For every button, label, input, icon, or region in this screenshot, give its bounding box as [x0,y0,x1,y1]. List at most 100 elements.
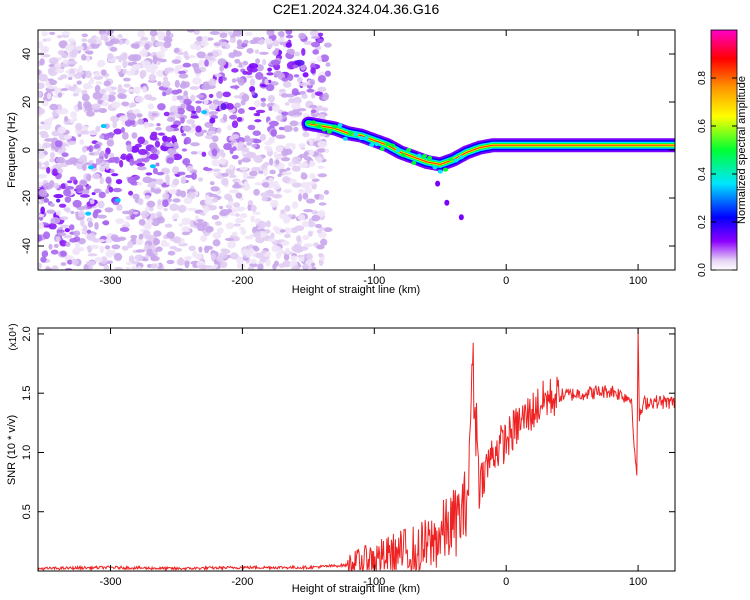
spectrogram-noise-cell [82,163,87,171]
spectrogram-noise-cell [274,227,285,235]
spectrogram-noise-cell [73,236,81,243]
spectrogram-noise-cell [217,58,227,67]
spectrogram-noise-cell [190,43,198,50]
spectrogram-x-label: Height of straight line (km) [292,284,420,296]
spectrogram-ridge-cell [453,158,459,163]
spectrogram-noise-cell [97,99,104,105]
spectrogram-noise-cell [204,225,214,233]
spectrogram-noise-cell [60,183,66,190]
spectrogram-noise-cell [94,84,101,93]
spectrogram-noise-cell [77,105,83,111]
spectrogram-noise-cell [272,263,277,270]
spectrogram-noise-cell [49,203,56,207]
spectrogram-noise-cell [127,176,137,184]
spectrogram-noise-cell [119,115,129,122]
spectrogram-noise-cell [150,67,156,75]
spectrogram-noise-cell [287,110,297,117]
spectrogram-noise-cell [125,266,131,270]
spectrogram-noise-cell [317,173,328,178]
spectrogram-noise-cell [114,266,124,270]
spectrogram-noise-cell [126,88,137,93]
spectrogram-noise-cell [188,245,196,252]
spectrogram-noise-cell [187,30,195,33]
spectrogram-noise-cell [269,169,276,175]
spectrogram-noise-cell [230,134,240,140]
spectrogram-noise-cell [149,212,156,220]
spectrogram-noise-cell [233,181,240,188]
spectrogram-noise-cell [190,151,198,155]
spectrogram-noise-cell [61,53,68,59]
spectrogram-noise-cell [145,172,153,176]
spectrogram-noise-cell [293,74,300,78]
spectrogram-noise-cell [185,174,194,178]
spectrogram-noise-cell [213,172,219,177]
spectrogram-noise-cell [173,141,179,150]
spectrogram-noise-cell [197,177,204,182]
spectrogram-noise-cell [237,141,245,150]
spectrogram-noise-cell [174,67,180,75]
spectrogram-noise-cell [171,109,179,113]
spectrogram-noise-cell [289,120,299,127]
spectrogram-noise-cell [203,55,214,60]
snr-y-label: SNR (10 * v/v) [6,415,18,485]
spectrogram-noise-cell [265,258,271,267]
snr-y-multiplier: (x10⁴) [8,323,19,350]
spectrogram-noise-cell [65,241,71,247]
spectrogram-noise-cell [86,173,92,182]
spectrogram-noise-cell [321,107,329,112]
spectrogram-noise-cell [313,242,319,247]
spectrogram-noise-cell [246,175,256,180]
spectrogram-noise-cell [262,58,267,66]
spectrogram-noise-cell [250,215,256,223]
spectrogram-noise-cell [324,70,331,77]
spectrogram-noise-cell [114,156,120,164]
spectrogram-noise-cell [81,93,90,102]
spectrogram-noise-cell [72,199,82,208]
spectrogram-noise-cell [318,194,325,201]
spectrogram-ridge-cell [443,167,449,172]
spectrogram-noise-cell [189,94,196,102]
spectrogram-noise-cell [104,245,111,250]
spectrogram-noise-cell [69,60,75,65]
spectrogram-ridge-cell [348,131,354,136]
spectrogram-noise-cell [213,42,222,47]
spectrogram-noise-cell [246,151,257,159]
spectrogram-noise-cell [303,156,312,161]
spectrogram-noise-cell [58,229,65,233]
spectrogram-noise-cell [294,245,303,254]
spectrogram-noise-cell [312,178,320,182]
spectrogram-noise-cell [124,39,130,46]
spectrogram-noise-cell [209,30,220,35]
spectrogram-noise-cell [121,101,130,107]
spectrogram-noise-cell [310,41,321,48]
spectrogram-noise-cell [56,35,63,39]
spectrogram-noise-cell [222,113,228,122]
spectrogram-noise-cell [287,213,294,218]
spectrogram-noise-cell [167,250,176,256]
spectrogram-noise-cell [283,253,290,261]
spectrogram-noise-cell [266,30,275,37]
spectrogram-noise-cell [192,250,198,258]
spectrogram-noise-cell [201,83,211,91]
spectrogram-noise-cell [79,139,85,145]
spectrogram-noise-cell [48,223,57,230]
spectrogram-noise-cell [267,67,272,72]
spectrogram-noise-cell [148,153,159,160]
spectrogram-noise-cell [243,180,249,189]
spectrogram-noise-cell [165,178,170,186]
spectrogram-noise-cell [117,236,127,241]
spectrogram-noise-cell [210,250,216,254]
spectrogram-noise-cell [196,224,205,232]
spectrogram-noise-cell [232,146,237,152]
spectrogram-noise-cell [241,147,250,152]
spectrogram-noise-cell [188,55,196,59]
spectrogram-noise-cell [183,98,193,105]
spectrogram-ridge-cell [384,142,390,147]
spectrogram-noise-cell [91,192,96,196]
spectrogram-noise-cell [91,173,101,180]
spectrogram-y-tick-label: -20 [21,190,33,206]
spectrogram-noise-cell [244,135,251,143]
spectrogram-noise-cell [180,176,187,185]
spectrogram-noise-cell [51,265,59,270]
spectrogram-noise-cell [251,166,261,172]
